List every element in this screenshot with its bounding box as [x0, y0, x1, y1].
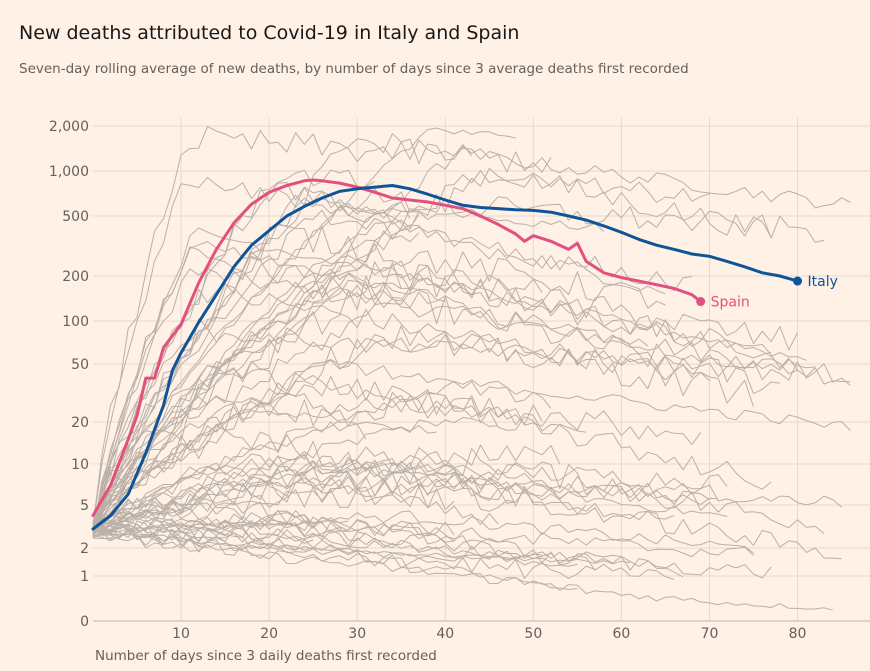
y-tick-label: 0: [80, 614, 89, 630]
country-line: [92, 518, 367, 542]
country-line: [92, 444, 561, 530]
country-line: [92, 524, 596, 579]
x-tick-label: 10: [172, 626, 190, 642]
country-line: [92, 453, 842, 530]
y-tick-label: 1: [80, 569, 89, 585]
y-tick-label: 200: [62, 269, 89, 285]
series-label-italy: Italy: [808, 274, 838, 290]
country-line: [92, 334, 851, 528]
country-line: [92, 269, 543, 525]
country-line: [92, 126, 552, 526]
country-line: [92, 187, 411, 534]
country-line: [92, 182, 825, 534]
series-end-dot-italy: [793, 276, 803, 286]
x-tick-label: 30: [348, 626, 366, 642]
country-line: [92, 389, 772, 524]
x-axis-ticks: 10 20 30 40 50 60 70 80: [172, 626, 806, 642]
country-line: [92, 429, 842, 560]
country-line: [92, 523, 675, 580]
series-line-spain: [91, 178, 703, 517]
x-axis-label: Number of days since 3 daily deaths firs…: [95, 648, 437, 664]
country-line: [92, 520, 314, 535]
country-line: [92, 492, 455, 543]
country-line: [92, 446, 675, 530]
country-line: [92, 475, 710, 527]
country-line: [92, 530, 833, 611]
chart-subtitle: Seven-day rolling average of new deaths,…: [19, 61, 689, 77]
country-line: [92, 410, 437, 531]
country-line: [92, 168, 772, 526]
country-line: [92, 205, 605, 532]
y-tick-label: 2,000: [49, 119, 89, 135]
x-tick-label: 80: [789, 626, 807, 642]
x-tick-label: 50: [524, 626, 542, 642]
y-tick-label: 100: [62, 314, 89, 330]
country-line: [92, 365, 702, 537]
other-countries-lines: [92, 126, 851, 611]
chart-title: New deaths attributed to Covid-19 in Ita…: [19, 22, 520, 44]
country-line: [92, 224, 666, 532]
country-line: [92, 220, 692, 536]
series-line-italy: [91, 184, 799, 531]
y-tick-label: 500: [62, 209, 89, 225]
y-tick-label: 5: [80, 498, 89, 514]
country-line: [92, 416, 499, 533]
country-line: [92, 524, 578, 567]
country-line: [92, 170, 710, 532]
x-tick-label: 60: [612, 626, 630, 642]
x-tick-label: 20: [260, 626, 278, 642]
country-line: [92, 133, 473, 524]
x-tick-label: 40: [436, 626, 454, 642]
country-line: [92, 448, 825, 539]
country-line: [92, 520, 772, 579]
highlighted-series: Spain Italy: [91, 178, 838, 531]
country-line: [92, 176, 420, 527]
y-tick-label: 50: [71, 357, 89, 373]
country-line: [92, 275, 851, 530]
country-line: [92, 512, 323, 533]
country-line: [92, 283, 710, 531]
y-axis-ticks: 0 1 2 5 10 20 50 100 200 500 1,000 2,000: [49, 119, 89, 630]
country-line: [92, 325, 754, 537]
country-line: [92, 241, 446, 526]
country-line: [92, 379, 851, 533]
y-tick-label: 2: [80, 541, 89, 557]
country-line: [92, 466, 719, 527]
country-line: [92, 261, 772, 530]
country-line: [92, 327, 816, 530]
country-line: [92, 513, 754, 558]
series-label-spain: Spain: [711, 295, 750, 311]
country-line: [92, 458, 499, 531]
series-end-dot-spain: [696, 297, 706, 307]
country-line: [92, 255, 798, 525]
country-line: [92, 169, 376, 525]
y-tick-label: 1,000: [49, 164, 89, 180]
country-line: [92, 392, 543, 538]
country-line: [92, 209, 420, 533]
x-tick-label: 70: [701, 626, 719, 642]
country-line: [92, 510, 754, 554]
y-tick-label: 20: [71, 415, 89, 431]
country-line: [92, 534, 578, 590]
country-line: [92, 261, 798, 525]
country-line: [92, 485, 455, 533]
y-tick-label: 10: [71, 457, 89, 473]
